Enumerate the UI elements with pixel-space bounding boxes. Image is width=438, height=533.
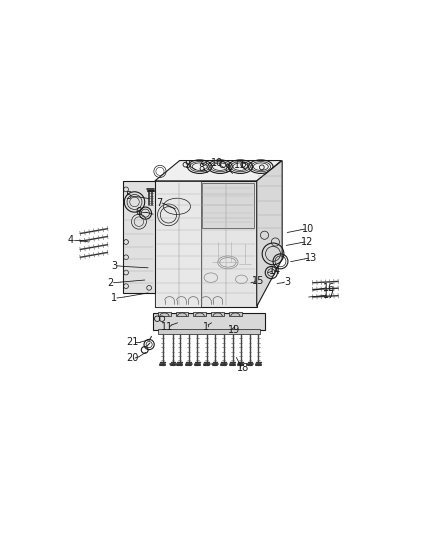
Text: 21: 21 xyxy=(126,337,138,347)
Text: 1: 1 xyxy=(111,293,117,303)
Polygon shape xyxy=(202,183,254,229)
Text: 1: 1 xyxy=(203,322,209,332)
Polygon shape xyxy=(123,181,155,293)
Text: 3: 3 xyxy=(111,261,117,271)
Text: 10: 10 xyxy=(301,224,314,234)
Polygon shape xyxy=(155,181,201,306)
Polygon shape xyxy=(257,160,282,306)
Polygon shape xyxy=(193,312,206,316)
Text: 12: 12 xyxy=(301,237,314,247)
Text: 8: 8 xyxy=(225,164,231,174)
Text: 8: 8 xyxy=(198,163,205,173)
Text: 4: 4 xyxy=(68,235,74,245)
Text: 11: 11 xyxy=(233,159,246,169)
Polygon shape xyxy=(158,312,171,316)
Text: 17: 17 xyxy=(323,290,335,300)
Text: 6: 6 xyxy=(136,207,142,217)
Text: 19: 19 xyxy=(228,325,240,335)
Polygon shape xyxy=(158,328,260,334)
Text: 18: 18 xyxy=(237,364,249,373)
Text: 20: 20 xyxy=(126,353,138,363)
Text: 13: 13 xyxy=(305,253,317,263)
Text: 3: 3 xyxy=(284,277,290,287)
Text: 16: 16 xyxy=(323,283,335,293)
Polygon shape xyxy=(155,160,282,181)
Polygon shape xyxy=(153,313,265,329)
Text: 5: 5 xyxy=(126,191,132,201)
Text: 9: 9 xyxy=(184,159,190,169)
Polygon shape xyxy=(211,312,224,316)
Text: 10: 10 xyxy=(211,158,223,168)
Polygon shape xyxy=(229,312,242,316)
Polygon shape xyxy=(155,181,257,306)
Text: 14: 14 xyxy=(268,266,281,276)
Text: 7: 7 xyxy=(156,198,162,208)
Text: 2: 2 xyxy=(108,278,114,288)
Text: 11: 11 xyxy=(161,322,173,332)
Text: 15: 15 xyxy=(251,276,264,286)
Polygon shape xyxy=(176,312,188,316)
